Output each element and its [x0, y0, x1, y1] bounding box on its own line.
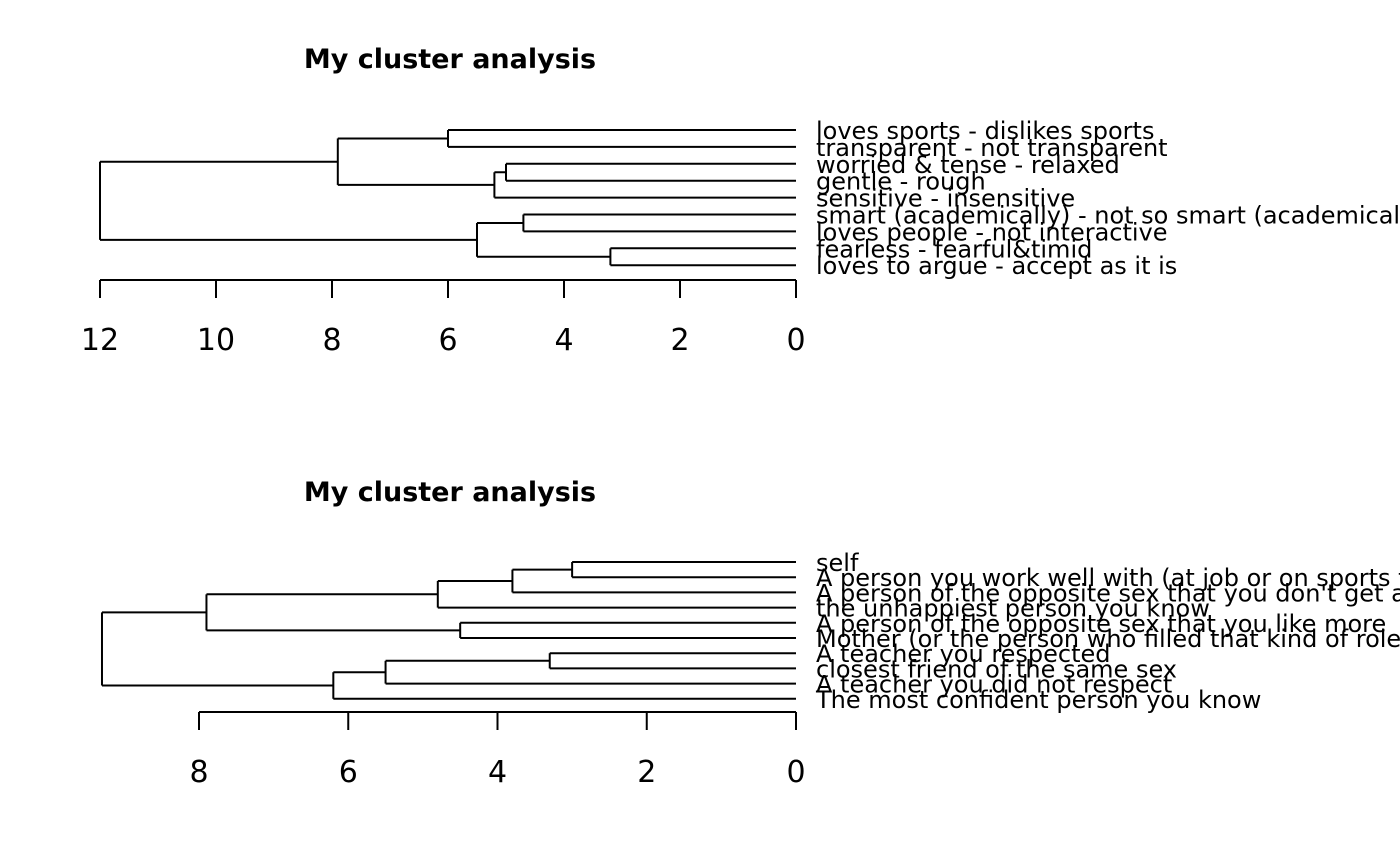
- x-tick-label: 4: [554, 323, 573, 358]
- leaf-label: transparent - not transparent: [816, 134, 1168, 162]
- x-tick-label: 12: [81, 323, 119, 358]
- leaf-label: loves to argue - accept as it is: [816, 252, 1177, 280]
- leaf-label: gentle - rough: [816, 168, 986, 196]
- leaf-label: closest friend of the same sex: [816, 655, 1177, 683]
- x-tick-label: 4: [488, 755, 507, 790]
- x-tick-label: 8: [322, 323, 341, 358]
- leaf-label: self: [816, 549, 859, 577]
- leaf-label: A person you work well with (at job or o…: [816, 564, 1400, 592]
- x-tick-label: 0: [786, 755, 805, 790]
- dendrogram-panel-top: My cluster analysis loves sports - disli…: [81, 44, 1400, 358]
- x-tick-label: 0: [786, 323, 805, 358]
- leaf-label: the unhappiest person you know: [816, 595, 1210, 623]
- leaf-label: loves sports - dislikes sports: [816, 117, 1154, 145]
- chart-title: My cluster analysis: [304, 44, 596, 75]
- leaf-label: loves people - not interactive: [816, 218, 1168, 246]
- x-tick-label: 2: [637, 755, 656, 790]
- x-tick-label: 6: [438, 323, 457, 358]
- leaf-label: A person of the opposite sex that you do…: [816, 579, 1400, 607]
- leaf-label: The most confident person you know: [815, 686, 1261, 714]
- leaf-label: sensitive - insensitive: [816, 185, 1075, 213]
- x-tick-label: 10: [197, 323, 235, 358]
- leaf-label: A teacher you did not respect: [816, 671, 1172, 699]
- x-tick-label: 8: [189, 755, 208, 790]
- leaf-label: A person of the opposite sex that you li…: [816, 610, 1386, 638]
- x-tick-label: 6: [339, 755, 358, 790]
- leaf-label: A teacher you respected: [816, 640, 1111, 668]
- leaf-label: fearless - fearful&timid: [816, 235, 1092, 263]
- leaf-label: smart (academically) - not so smart (aca…: [816, 202, 1400, 230]
- leaf-label: Mother (or the person who filled that ki…: [816, 625, 1400, 653]
- leaf-label: worried & tense - relaxed: [816, 151, 1120, 179]
- x-tick-label: 2: [670, 323, 689, 358]
- chart-title: My cluster analysis: [304, 477, 596, 508]
